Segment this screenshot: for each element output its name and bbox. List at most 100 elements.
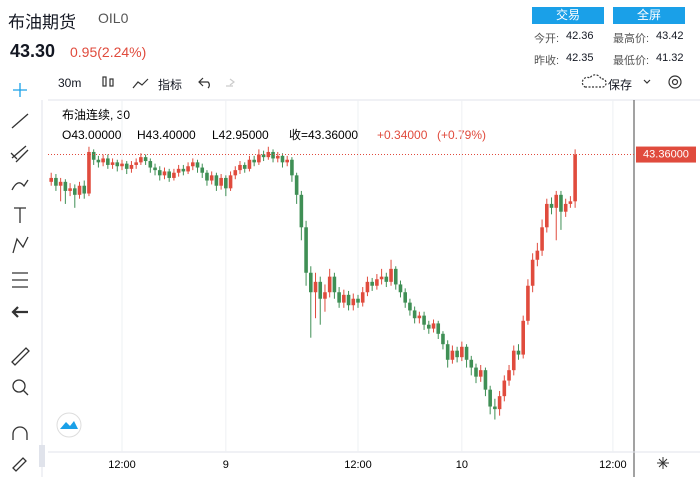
candle-body — [370, 281, 374, 286]
candle-body — [436, 323, 441, 334]
candle-body — [545, 203, 549, 228]
candle-body — [143, 157, 148, 162]
candle-body — [323, 292, 327, 299]
candle-body — [134, 162, 138, 165]
candle-body — [445, 344, 450, 360]
candle-body — [460, 346, 464, 358]
candle-body — [403, 292, 407, 303]
change: 0.95(2.24%) — [70, 44, 147, 60]
candle-body — [238, 164, 242, 171]
symbol: OIL0 — [98, 10, 129, 26]
last-price-label: 43.36000 — [643, 148, 689, 160]
candle-body — [342, 294, 346, 303]
stat-label: 最高价: — [613, 33, 650, 45]
x-tick-label: 12:00 — [344, 459, 372, 471]
candle-body — [327, 276, 332, 293]
candle-body — [73, 188, 77, 195]
candle-body — [49, 177, 53, 182]
candle-body — [290, 159, 294, 176]
candle-body — [139, 157, 143, 163]
candle-body — [309, 272, 313, 293]
info-low: L42.95000 — [212, 128, 269, 142]
x-tick-label: 12:00 — [108, 459, 136, 471]
candle-body — [261, 154, 266, 158]
x-tick-label: 12:00 — [599, 459, 627, 471]
candle-body — [389, 268, 393, 282]
fullscreen-button[interactable]: 全屏 — [613, 7, 685, 24]
stat-value: 41.32 — [656, 52, 684, 64]
candle-body — [115, 162, 120, 167]
candle-body — [549, 203, 554, 208]
candle-body — [563, 203, 568, 212]
candle-body — [186, 166, 190, 172]
interval[interactable]: 30m — [58, 76, 82, 90]
candle-body — [233, 170, 238, 176]
candle-body — [299, 194, 304, 228]
candle-body — [360, 292, 365, 303]
candle-body — [120, 163, 124, 167]
candle-body — [304, 227, 308, 273]
price: 43.30 — [10, 41, 56, 61]
candle-body — [280, 155, 285, 163]
trade-button[interactable]: 交易 — [532, 7, 604, 24]
candle-body — [337, 292, 341, 303]
x-tick-label: 9 — [223, 459, 229, 471]
candle-body — [365, 281, 370, 293]
candle-body — [511, 350, 516, 371]
candle-body — [275, 155, 280, 159]
sidebar-icons — [10, 83, 30, 472]
candle-body — [441, 333, 445, 345]
save[interactable]: 保存 — [608, 78, 633, 92]
candle-body — [77, 185, 82, 195]
candle-body — [106, 158, 110, 165]
candle-body — [398, 284, 403, 293]
candle-body — [488, 389, 492, 407]
candle-body — [318, 281, 323, 299]
indicators[interactable]: 指标 — [158, 78, 183, 92]
candle-body — [393, 268, 398, 285]
candle-body — [559, 194, 563, 212]
candle-body — [346, 294, 351, 306]
candle-body — [535, 250, 540, 260]
x-tick-label: 10 — [456, 459, 468, 471]
candle-body — [101, 158, 105, 163]
candle-body — [63, 181, 68, 191]
candle-body — [422, 315, 426, 325]
candle-body — [172, 172, 176, 178]
candle-body — [412, 310, 417, 319]
candle-body — [417, 315, 422, 319]
candle-body — [257, 154, 261, 163]
candle-body — [82, 185, 87, 194]
candle-body — [110, 162, 115, 165]
candle-body — [191, 162, 195, 167]
candle-body — [242, 164, 247, 169]
candle-body — [58, 181, 63, 186]
info-high: H43.40000 — [137, 128, 196, 142]
info-open: O43.00000 — [62, 128, 122, 142]
candle-body — [181, 168, 186, 172]
candle-body — [153, 167, 157, 171]
candle-body — [507, 370, 511, 381]
candle-body — [96, 159, 101, 163]
candle-body — [332, 276, 337, 293]
candle-body — [469, 359, 474, 368]
sidebar-handle — [39, 445, 45, 467]
title: 布油期货 — [8, 13, 76, 32]
candle-body — [162, 171, 167, 176]
candle-body — [200, 167, 205, 173]
candle-body — [351, 298, 356, 306]
candle-body — [502, 380, 507, 397]
candle-body — [285, 159, 289, 163]
candle-body — [516, 350, 521, 355]
candle-body — [568, 201, 573, 204]
candle-body — [573, 154, 577, 202]
candle-body — [224, 177, 228, 189]
candle-body — [478, 370, 483, 377]
candle-body — [214, 175, 219, 186]
candle-body — [124, 163, 129, 169]
candle-body — [530, 259, 535, 286]
stat-label: 昨收: — [534, 55, 560, 67]
candle-body — [375, 279, 379, 286]
toolbar-icons — [102, 74, 682, 89]
